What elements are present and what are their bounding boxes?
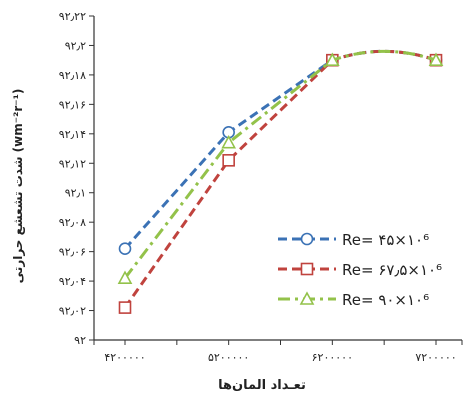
y-tick-label: ۹۲٫۰۴ (59, 275, 86, 288)
x-tick-label: ۶۲۰۰۰۰۰ (312, 351, 353, 364)
data-point (221, 134, 237, 149)
legend-entry-3: Re= ۹۰×۱۰⁶ (278, 291, 429, 309)
data-point (117, 270, 133, 284)
legend-marker (299, 291, 315, 305)
data-point (222, 154, 235, 167)
data-point (324, 52, 340, 66)
axes: ۹۲ ۹۲٫۰۲ ۹۲٫۰۴ ۹۲٫۰۶ ۹۲٫۰۸ ۹۲٫۱ ۹۲٫۱۲ ۹۲٫۱۴ ۹۲٫۱… (59, 10, 463, 364)
legend-label: Re= ۹۰×۱۰⁶ (342, 291, 429, 309)
data-point (118, 242, 132, 255)
y-tick-label: ۹۲٫۰۸ (59, 216, 86, 229)
data-point (118, 301, 132, 314)
legend-label: Re= ۶۷٫۵×۱۰⁶ (342, 261, 442, 279)
y-tick-label: ۹۲٫۱۲ (59, 157, 86, 170)
y-tick-label: ۹۲٫۲ (65, 39, 86, 52)
y-tick-label: ۹۲٫۰۶ (59, 246, 86, 259)
series-layer (117, 49, 444, 314)
x-tick-label: ۴۲۰۰۰۰۰ (104, 351, 145, 364)
y-axis-label: شدت تشعشع حرارتی (wm⁻²r⁻¹) (11, 89, 25, 284)
y-tick-label: ۹۲٫۱۴ (59, 128, 86, 141)
y-tick-label: ۹۲ (74, 334, 86, 347)
y-tick-label: ۹۲٫۲۲ (59, 10, 86, 23)
legend-entry-2: Re= ۶۷٫۵×۱۰⁶ (278, 261, 442, 279)
legend-marker (300, 262, 314, 276)
data-point (428, 52, 444, 66)
y-tick-label: ۹۲٫۰۲ (59, 305, 86, 318)
series-3 (117, 49, 444, 284)
legend-label: Re= ۴۵×۱۰⁶ (342, 231, 429, 249)
legend-entry-1: Re= ۴۵×۱۰⁶ (278, 231, 429, 249)
y-tick-label: ۹۲٫۱۸ (59, 69, 86, 82)
y-tick-label: ۹۲٫۱۶ (59, 98, 86, 111)
x-axis-label: تعـداد المان‌ها (218, 378, 306, 393)
x-tick-label: ۵۲۰۰۰۰۰ (208, 351, 249, 364)
legend: Re= ۴۵×۱۰⁶ Re= ۶۷٫۵×۱۰⁶ Re= ۹۰×۱۰⁶ (278, 231, 442, 309)
legend-marker (300, 232, 314, 246)
y-tick-label: ۹۲٫۱ (65, 187, 86, 200)
x-tick-label: ۷۲۰۰۰۰۰ (415, 351, 456, 364)
